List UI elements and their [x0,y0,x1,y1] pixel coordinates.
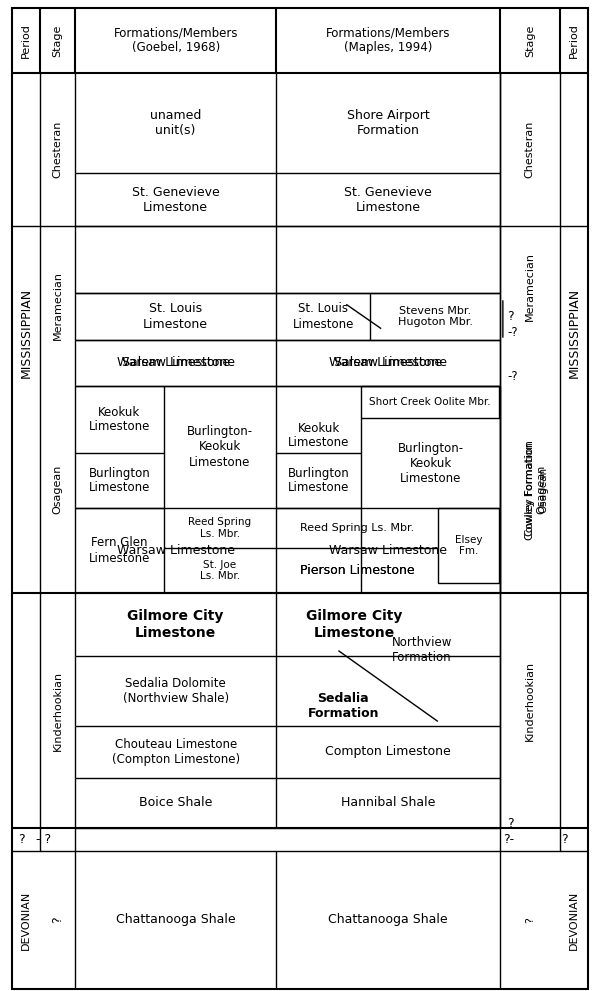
Text: Compton Limestone: Compton Limestone [325,745,451,758]
Text: ?-: ?- [503,833,514,846]
Bar [437,508,499,583]
Text: -?: -? [507,370,518,383]
Text: Burlington
Limestone: Burlington Limestone [88,467,150,495]
Text: St. Genevieve
Limestone: St. Genevieve Limestone [344,185,432,213]
Text: Osagean: Osagean [53,465,62,514]
Text: Chesteran: Chesteran [525,121,535,178]
Text: Reed Spring Ls. Mbr.: Reed Spring Ls. Mbr. [300,523,414,533]
Text: DEVONIAN: DEVONIAN [569,890,579,949]
Text: Hannibal Shale: Hannibal Shale [341,797,436,810]
Text: DEVONIAN: DEVONIAN [21,890,31,949]
Text: Stevens Mbr.
Hugoton Mbr.: Stevens Mbr. Hugoton Mbr. [398,305,473,327]
Text: ?: ? [507,310,514,323]
Text: Burlington-
Keokuk
Limestone: Burlington- Keokuk Limestone [398,442,464,485]
Text: St. Louis
Limestone: St. Louis Limestone [293,302,354,331]
Text: Stage: Stage [53,25,62,56]
Text: Pierson Limestone: Pierson Limestone [299,564,414,577]
Text: Osagean: Osagean [537,465,547,514]
Text: Shore Airport
Formation: Shore Airport Formation [347,109,430,137]
Text: ?: ? [525,917,535,923]
Text: MISSISSIPPIAN: MISSISSIPPIAN [20,288,32,378]
Text: Keokuk
Limestone: Keokuk Limestone [288,421,350,450]
Text: Short Creek Oolite Mbr.: Short Creek Oolite Mbr. [369,397,491,407]
Text: ?: ? [51,917,64,924]
Text: Keokuk
Limestone: Keokuk Limestone [89,405,150,433]
Text: St. Genevieve
Limestone: St. Genevieve Limestone [132,185,220,213]
Text: Burlington
Limestone: Burlington Limestone [288,467,350,495]
Text: Warsaw Limestone: Warsaw Limestone [116,543,235,557]
Text: Salem Limestone: Salem Limestone [334,357,442,370]
Text: Pierson Limestone: Pierson Limestone [299,564,414,577]
Text: Warsaw Limestone: Warsaw Limestone [329,357,447,370]
Text: unamed
unit(s): unamed unit(s) [150,109,202,137]
Text: Gilmore City
Limestone: Gilmore City Limestone [307,609,403,639]
Text: Meramecian: Meramecian [525,252,535,321]
Text: Period: Period [569,23,579,57]
Text: Warsaw Limestone: Warsaw Limestone [116,357,235,370]
Text: Fern Glen
Limestone: Fern Glen Limestone [89,536,150,565]
Text: Sedalia Dolomite
(Northview Shale): Sedalia Dolomite (Northview Shale) [122,677,229,705]
Text: Kinderhookian: Kinderhookian [525,661,535,740]
Text: Burlington-
Keokuk
Limestone: Burlington- Keokuk Limestone [187,425,253,469]
Text: -?: -? [507,326,518,339]
Text: Gilmore City
Limestone: Gilmore City Limestone [127,609,224,639]
Text: ?: ? [18,833,25,846]
Text: Chesteran: Chesteran [53,121,62,178]
Text: Formations/Members
(Goebel, 1968): Formations/Members (Goebel, 1968) [113,27,238,55]
Text: Reed Spring
Ls. Mbr.: Reed Spring Ls. Mbr. [188,517,251,539]
Text: Chouteau Limestone
(Compton Limestone): Chouteau Limestone (Compton Limestone) [112,738,240,766]
Text: Salem Limestone: Salem Limestone [122,357,230,370]
Text: Kinderhookian: Kinderhookian [53,671,62,750]
Text: St. Joe
Ls. Mbr.: St. Joe Ls. Mbr. [200,560,240,582]
Text: Elsey
Fm.: Elsey Fm. [455,535,482,556]
Text: Northview
Formation: Northview Formation [391,635,452,664]
Text: Meramecian: Meramecian [53,272,62,341]
Text: Cowley Formation: Cowley Formation [525,443,535,536]
Bar [361,386,499,418]
Text: Chattanooga Shale: Chattanooga Shale [116,914,235,927]
Text: Sedalia
Formation: Sedalia Formation [308,692,379,719]
Text: ?: ? [561,833,568,846]
Text: Stage: Stage [525,25,535,56]
Text: Cowley Formation: Cowley Formation [525,439,535,539]
Text: Chattanooga Shale: Chattanooga Shale [328,914,448,927]
Text: Warsaw Limestone: Warsaw Limestone [329,543,447,557]
Text: - ?: - ? [36,833,51,846]
Text: Period: Period [21,23,31,57]
Text: Formations/Members
(Maples, 1994): Formations/Members (Maples, 1994) [326,27,451,55]
Text: ?: ? [507,817,514,829]
Text: MISSISSIPPIAN: MISSISSIPPIAN [568,288,580,378]
Text: St. Louis
Limestone: St. Louis Limestone [143,302,208,331]
Text: Osagean: Osagean [538,467,548,512]
Text: Boice Shale: Boice Shale [139,797,212,810]
